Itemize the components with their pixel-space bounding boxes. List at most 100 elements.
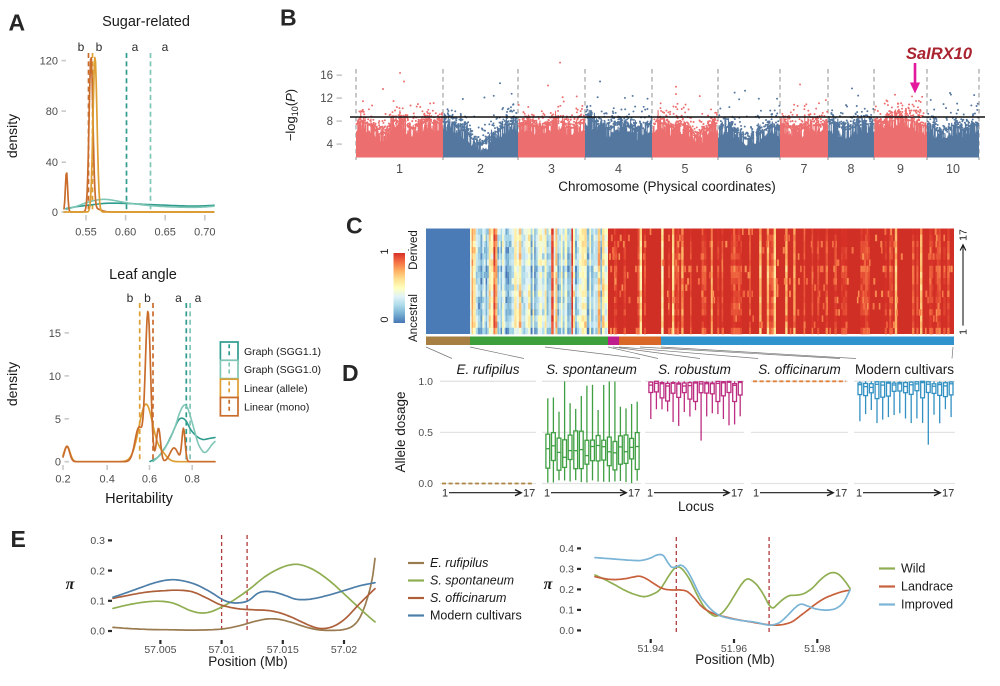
svg-text:40: 40 [46,157,58,169]
svg-text:0.4: 0.4 [559,543,574,555]
svg-text:Chromosome (Physical coordinat: Chromosome (Physical coordinates) [558,179,776,194]
svg-text:0.0: 0.0 [418,478,433,490]
svg-text:0.2: 0.2 [55,474,70,486]
svg-text:a: a [195,291,202,305]
svg-text:Modern cultivars: Modern cultivars [855,362,954,377]
svg-text:10: 10 [946,162,960,176]
svg-text:Graph (SGG1.0): Graph (SGG1.0) [244,364,321,376]
svg-text:1.0: 1.0 [418,376,433,388]
svg-text:0.1: 0.1 [559,605,574,617]
svg-text:51.94: 51.94 [638,643,664,655]
svg-text:0.55: 0.55 [75,227,96,239]
svg-text:1: 1 [379,248,391,254]
svg-text:π: π [544,576,554,593]
svg-text:17: 17 [942,488,954,500]
svg-text:SaIRX10: SaIRX10 [906,45,973,63]
svg-text:57.005: 57.005 [144,644,176,656]
svg-text:0.2: 0.2 [90,565,105,577]
svg-text:12: 12 [320,93,333,105]
svg-text:density: density [4,362,20,406]
svg-text:0.65: 0.65 [154,227,175,239]
svg-text:density: density [4,114,20,158]
svg-text:b: b [127,291,134,305]
svg-text:0.5: 0.5 [418,427,433,439]
svg-text:1: 1 [958,329,970,335]
svg-text:9: 9 [897,162,904,176]
svg-text:5: 5 [682,162,689,176]
svg-text:S. officinarum: S. officinarum [758,362,841,377]
svg-text:Linear (mono): Linear (mono) [244,401,309,413]
svg-text:b: b [78,40,85,54]
svg-text:Graph (SGG1.1): Graph (SGG1.1) [244,346,321,358]
svg-text:0.3: 0.3 [90,535,105,547]
svg-text:6: 6 [746,162,753,176]
svg-text:Linear (allele): Linear (allele) [244,383,308,395]
svg-text:D: D [342,360,359,386]
svg-text:Heritability: Heritability [105,491,173,507]
svg-text:E. rufipilus: E. rufipilus [430,556,488,570]
svg-text:120: 120 [40,56,58,68]
svg-text:S. robustum: S. robustum [658,362,731,377]
svg-text:1: 1 [544,488,550,500]
svg-text:1: 1 [856,488,862,500]
svg-text:0.60: 0.60 [115,227,136,239]
svg-text:0.6: 0.6 [142,474,157,486]
svg-text:0.3: 0.3 [559,564,574,576]
svg-text:a: a [162,40,169,54]
svg-text:1: 1 [396,162,403,176]
svg-text:8: 8 [327,116,333,128]
svg-text:Modern cultivars: Modern cultivars [430,609,522,623]
svg-text:15: 15 [49,328,61,340]
svg-text:17: 17 [523,488,535,500]
svg-text:−log10(P): −log10(P) [283,89,300,141]
svg-text:S. officinarum: S. officinarum [430,591,506,605]
svg-text:0.8: 0.8 [185,474,200,486]
svg-text:Improved: Improved [901,598,953,612]
svg-text:0: 0 [55,457,61,469]
svg-text:b: b [144,291,151,305]
svg-text:0: 0 [52,207,58,219]
svg-text:E. rufipilus: E. rufipilus [456,362,519,377]
svg-text:1: 1 [753,488,759,500]
svg-text:Derived: Derived [408,230,420,270]
svg-text:57.01: 57.01 [208,644,234,656]
svg-text:Leaf angle: Leaf angle [109,267,177,283]
svg-text:17: 17 [731,488,743,500]
svg-text:17: 17 [628,488,640,500]
svg-text:0.4: 0.4 [100,474,115,486]
svg-text:0.0: 0.0 [90,626,105,638]
svg-text:0.70: 0.70 [194,227,215,239]
svg-text:4: 4 [615,162,622,176]
svg-text:17: 17 [958,229,970,241]
svg-text:Wild: Wild [901,562,925,576]
svg-text:Position (Mb): Position (Mb) [208,654,288,669]
svg-text:80: 80 [46,106,58,118]
svg-text:17: 17 [835,488,847,500]
svg-text:16: 16 [320,70,333,82]
svg-text:S. spontaneum: S. spontaneum [430,574,514,588]
svg-text:0.0: 0.0 [559,625,574,637]
svg-text:Ancestral: Ancestral [408,294,420,342]
svg-text:S. spontaneum: S. spontaneum [546,362,637,377]
svg-text:1: 1 [442,488,448,500]
svg-text:51.98: 51.98 [804,643,830,655]
svg-text:10: 10 [49,371,61,383]
svg-text:1: 1 [647,488,653,500]
svg-text:Locus: Locus [678,499,714,514]
svg-text:π: π [66,576,76,593]
svg-text:7: 7 [801,162,808,176]
svg-text:A: A [9,9,26,35]
svg-text:0.1: 0.1 [90,596,105,608]
svg-text:8: 8 [848,162,855,176]
svg-text:a: a [132,40,139,54]
svg-text:b: b [96,40,103,54]
svg-text:C: C [346,213,363,239]
svg-text:Position (Mb): Position (Mb) [695,652,775,667]
svg-text:Landrace: Landrace [901,580,953,594]
svg-text:a: a [175,291,182,305]
svg-text:0.2: 0.2 [559,584,574,596]
svg-text:B: B [280,5,297,31]
svg-text:3: 3 [548,162,555,176]
svg-text:57.02: 57.02 [331,644,357,656]
svg-text:57.015: 57.015 [267,644,299,656]
